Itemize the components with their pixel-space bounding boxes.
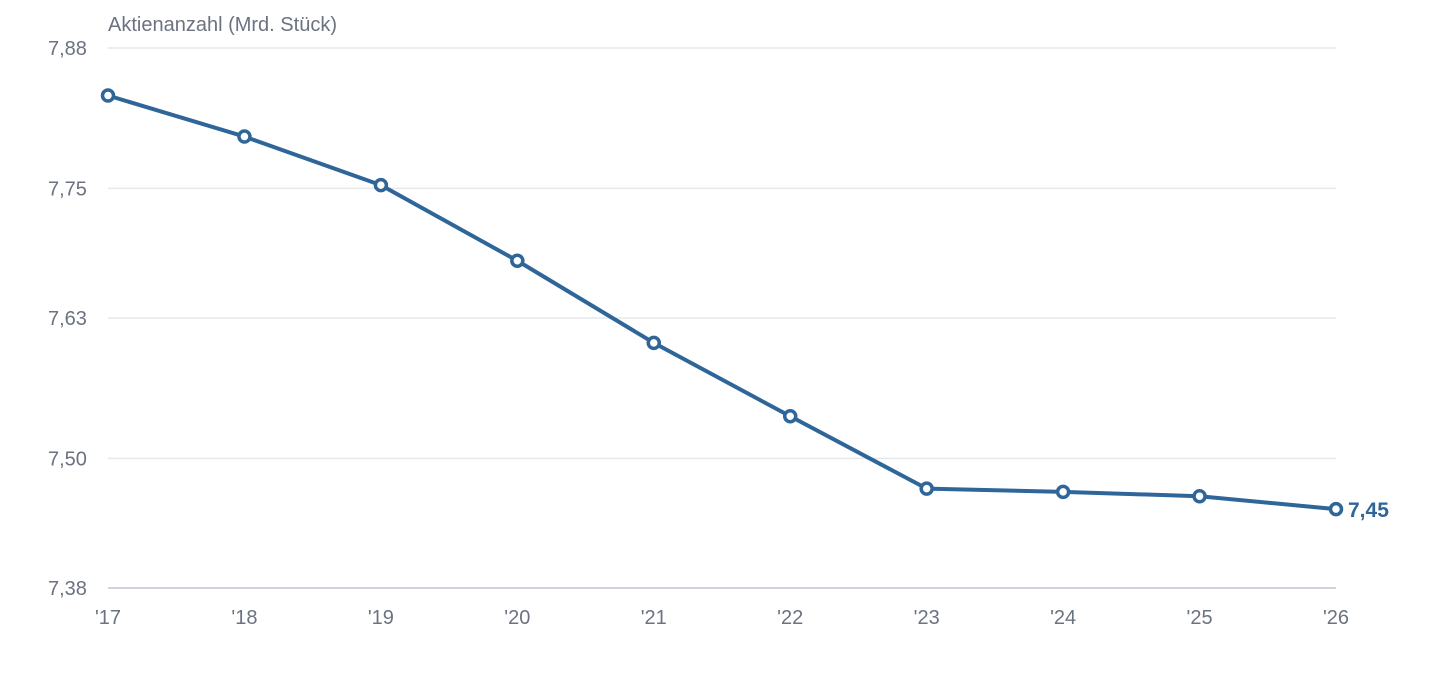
- x-tick-label: '19: [368, 607, 394, 629]
- series-line: [106, 93, 1338, 512]
- data-point: [646, 335, 662, 351]
- y-tick-label: 7,38: [48, 578, 87, 600]
- data-point: [1192, 488, 1207, 504]
- series-line-group: [106, 93, 1338, 512]
- x-tick-label: '26: [1323, 607, 1349, 629]
- gridlines: [108, 47, 1336, 589]
- data-point: [510, 253, 525, 269]
- x-tick-label: '18: [231, 607, 257, 629]
- data-point: [1328, 501, 1344, 517]
- x-axis-ticks: '17 '18 '19 '20 '21 '22 '23 '24 '25 '26: [95, 607, 1349, 629]
- x-tick-label: '17: [95, 607, 121, 629]
- y-axis-ticks: 7,38 7,50 7,63 7,75 7,88: [48, 38, 87, 600]
- x-tick-label: '25: [1187, 607, 1213, 629]
- data-points: [100, 88, 1344, 517]
- data-point: [1055, 484, 1071, 500]
- data-point: [919, 481, 934, 496]
- y-tick-label: 7,50: [48, 448, 87, 470]
- x-tick-label: '21: [641, 607, 667, 629]
- x-tick-label: '23: [914, 607, 940, 629]
- data-point: [782, 409, 798, 424]
- y-tick-label: 7,75: [48, 178, 87, 200]
- end-value-label: 7,45: [1348, 499, 1389, 522]
- data-point: [100, 88, 116, 103]
- y-axis-label: Aktienanzahl (Mrd. Stück): [108, 14, 337, 36]
- x-tick-label: '24: [1050, 607, 1076, 629]
- y-tick-label: 7,88: [48, 38, 87, 60]
- x-tick-label: '22: [777, 607, 803, 629]
- y-tick-label: 7,63: [48, 308, 87, 330]
- data-point: [373, 177, 389, 193]
- data-point: [237, 129, 252, 144]
- x-tick-label: '20: [504, 607, 530, 629]
